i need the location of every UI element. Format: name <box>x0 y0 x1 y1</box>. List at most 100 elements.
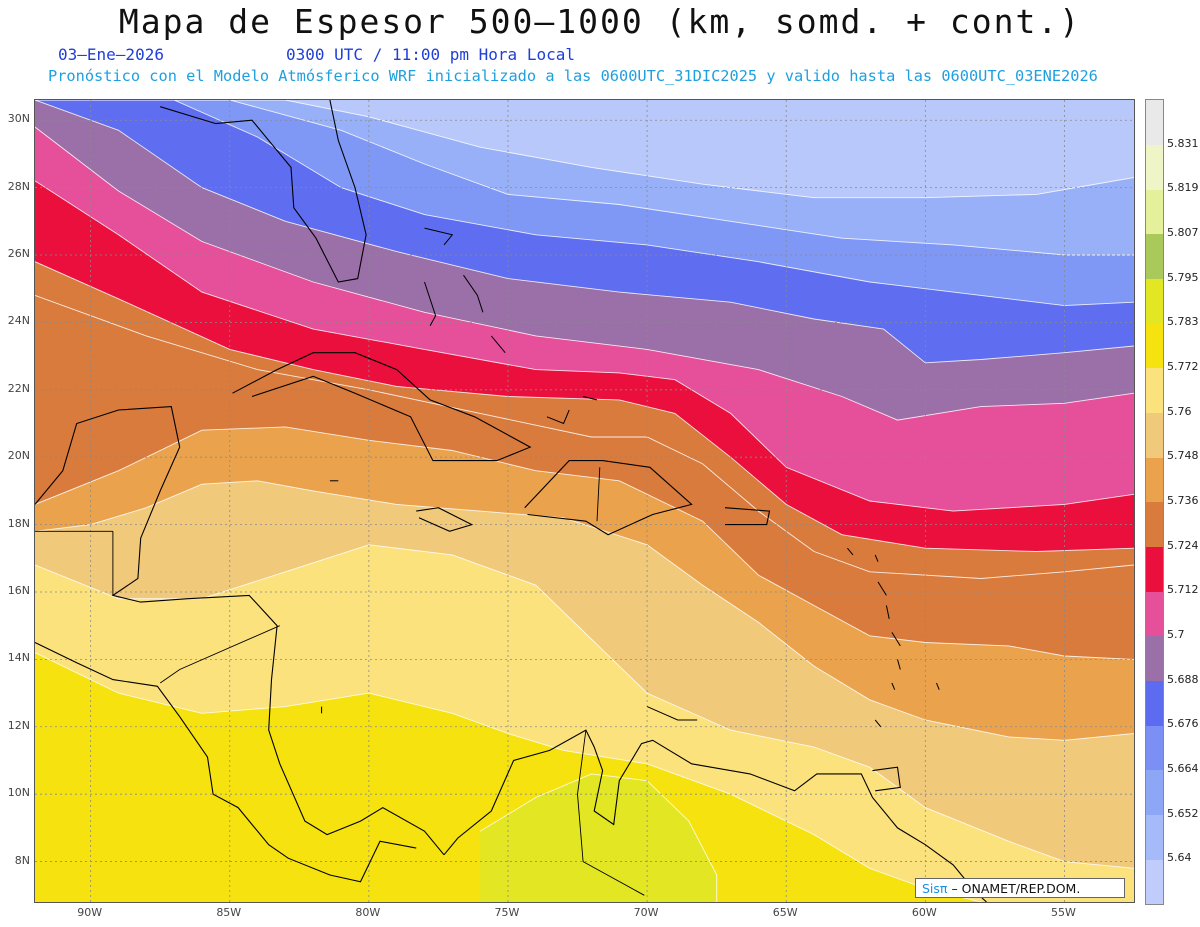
coastline-pacific-coast <box>35 642 417 883</box>
credit-box: Sisπ – ONAMET/REP.DOM. <box>915 878 1125 898</box>
island-abc-islands <box>646 706 698 721</box>
colorbar-label: 5.736 <box>1167 494 1199 507</box>
island-lesser-antilles-3 <box>877 581 887 596</box>
colorbar-segment <box>1146 144 1163 190</box>
lat-label: 18N <box>7 516 30 530</box>
island-bahamas-6 <box>582 396 598 401</box>
island-lesser-antilles-7 <box>891 682 896 690</box>
colorbar-label: 5.712 <box>1167 583 1199 597</box>
lon-label: 85W <box>216 906 242 919</box>
colorbar-segment <box>1146 636 1163 682</box>
colorbar-segment <box>1146 457 1163 503</box>
island-bahamas-5 <box>546 409 570 425</box>
colorbar-label: 5.748 <box>1167 449 1199 463</box>
coastline-hispaniola <box>524 460 693 536</box>
colorbar-segment <box>1146 859 1163 905</box>
colorbar-label: 5.772 <box>1167 360 1199 373</box>
lat-label: 24N <box>7 314 30 328</box>
band-5-783 <box>480 773 717 902</box>
colorbar-segment <box>1146 502 1163 548</box>
lat-label: 8N <box>14 853 30 867</box>
lon-label: 80W <box>355 906 381 919</box>
island-lesser-antilles-9 <box>874 719 882 728</box>
border-honduras-nicaragua <box>159 625 280 684</box>
band-5-772 <box>35 652 981 902</box>
colorbar-segment <box>1146 189 1163 235</box>
colorbar-label: 5.652 <box>1167 806 1199 820</box>
colorbar-segment <box>1146 546 1163 592</box>
coastline-jamaica <box>416 507 474 532</box>
credit-org: – ONAMET/REP.DOM. <box>951 881 1081 896</box>
lon-label: 90W <box>77 906 103 919</box>
lat-label: 22N <box>7 381 30 395</box>
contour-5-724 <box>35 294 1134 579</box>
lat-label: 20N <box>7 449 30 463</box>
lat-label: 28N <box>7 179 30 193</box>
lon-label: 70W <box>633 906 659 919</box>
island-lesser-antilles-2 <box>874 554 879 562</box>
coastline-puerto-rico <box>724 507 771 526</box>
colorbar-label: 5.724 <box>1167 538 1199 552</box>
colorbar-label: 5.676 <box>1167 717 1199 731</box>
coastline-trinidad <box>872 766 901 792</box>
contour-5-664 <box>35 100 1134 307</box>
lat-label: 10N <box>7 786 30 800</box>
colorbar-segment <box>1146 770 1163 816</box>
colorbar-label: 5.819 <box>1167 181 1199 195</box>
map-title: Mapa de Espesor 500–1000 (km, somd. + co… <box>118 2 1082 41</box>
colorbar-segment <box>1146 814 1163 860</box>
colorbar-segment <box>1146 680 1163 726</box>
coastline-south-america <box>443 729 987 902</box>
lon-label: 65W <box>772 906 798 919</box>
border-haiti-dr <box>596 467 601 522</box>
contour-5-772 <box>35 652 982 902</box>
island-lesser-antilles-6 <box>897 659 901 670</box>
island-bahamas-2 <box>424 281 437 327</box>
lon-label: 75W <box>494 906 520 919</box>
model-info: Pronóstico con el Modelo Atmósferico WRF… <box>48 67 1098 85</box>
contour-5-652 <box>35 100 1134 256</box>
lon-label: 60W <box>911 906 937 919</box>
colorbar-segment <box>1146 368 1163 414</box>
contour-5-676 <box>35 100 1134 364</box>
lon-label: 55W <box>1051 906 1076 919</box>
colorbar <box>1145 99 1164 905</box>
contour-5-736 <box>35 426 1134 660</box>
contour-5-688 <box>35 126 1134 421</box>
contour-5-748 <box>35 480 1134 741</box>
forecast-time: 0300 UTC / 11:00 pm Hora Local <box>286 45 575 64</box>
lat-label: 12N <box>7 718 30 732</box>
contour-5-76 <box>35 544 1134 869</box>
thickness-map <box>34 99 1135 903</box>
colorbar-segment <box>1146 412 1163 458</box>
border-colombia-venezuela <box>577 730 645 896</box>
island-lesser-antilles-5 <box>891 632 901 647</box>
credit-brand: Sisπ <box>922 881 948 896</box>
colorbar-segment <box>1146 100 1163 146</box>
colorbar-segment <box>1146 725 1163 771</box>
colorbar-label: 5.64 <box>1167 851 1192 865</box>
island-bahamas-4 <box>490 335 506 354</box>
lat-label: 30N <box>7 112 30 126</box>
colorbar-label: 5.795 <box>1167 270 1199 284</box>
colorbar-label: 5.807 <box>1167 226 1199 239</box>
colorbar-label: 5.664 <box>1167 762 1199 775</box>
coastline-yucatan <box>35 406 445 856</box>
colorbar-label: 5.688 <box>1167 672 1199 686</box>
colorbar-label: 5.783 <box>1167 315 1199 329</box>
lat-label: 26N <box>7 247 30 260</box>
colorbar-label: 5.831 <box>1167 136 1199 150</box>
island-lesser-antilles-8 <box>936 682 940 690</box>
colorbar-segment <box>1146 234 1163 280</box>
island-lesser-antilles-1 <box>847 547 854 556</box>
island-bahamas-3 <box>463 274 484 313</box>
colorbar-segment <box>1146 323 1163 369</box>
coastline-florida <box>160 100 367 283</box>
lat-label: 14N <box>7 651 30 665</box>
colorbar-label: 5.7 <box>1167 628 1185 641</box>
lat-label: 16N <box>7 583 30 597</box>
island-lesser-antilles-4 <box>885 605 890 620</box>
island-bahamas-1 <box>424 227 454 246</box>
band-5-64 <box>35 100 1134 198</box>
coastline-cuba <box>232 352 532 462</box>
